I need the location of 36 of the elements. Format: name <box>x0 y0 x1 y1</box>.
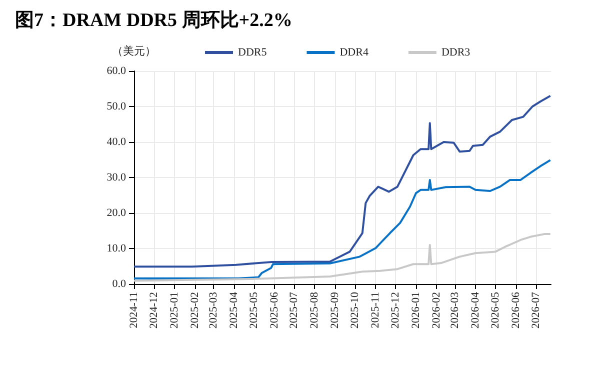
x-tick-label: 2025-04 <box>228 292 240 329</box>
x-tick-label: 2026-02 <box>430 292 442 329</box>
x-tick-label: 2026-01 <box>410 292 422 329</box>
y-axis-title: （美元） <box>112 44 156 58</box>
chart-title: 图7：DRAM DDR5 周环比+2.2% <box>15 9 292 31</box>
legend-label: DDR4 <box>340 46 369 58</box>
line-series <box>133 94 552 268</box>
x-tick-label: 2025-07 <box>288 292 300 329</box>
x-tick-label: 2025-12 <box>389 292 402 329</box>
y-tick-label: 60.0 <box>106 65 126 77</box>
x-tick-label: 2024-11 <box>128 292 140 328</box>
legend-label: DDR5 <box>238 46 268 58</box>
x-tick-label: 2026-06 <box>510 292 522 329</box>
x-tick-label: 2025-03 <box>207 292 220 329</box>
y-tick-label: 20.0 <box>106 207 126 219</box>
x-tick-label: 2025-08 <box>308 292 321 329</box>
x-tick-label: 2025-01 <box>168 292 180 329</box>
x-tick-label: 2024-12 <box>148 292 160 329</box>
x-tick-label: 2026-05 <box>489 292 502 329</box>
y-tick-label: 30.0 <box>106 172 126 184</box>
line-series <box>133 159 552 280</box>
x-tick-label: 2026-03 <box>449 292 462 329</box>
x-tick-label: 2025-10 <box>349 292 362 329</box>
y-tick-label: 10.0 <box>106 242 126 254</box>
x-tick-label: 2025-06 <box>268 292 280 329</box>
x-tick-label: 2026-04 <box>470 292 482 329</box>
x-tick-label: 2025-09 <box>329 292 342 329</box>
line-series <box>133 232 552 282</box>
x-tick-label: 2026-07 <box>530 292 542 329</box>
x-tick-label: 2025-11 <box>370 292 382 328</box>
y-tick-label: 40.0 <box>106 136 126 148</box>
x-tick-label: 2025-02 <box>188 292 201 329</box>
y-tick-label: 50.0 <box>106 100 126 112</box>
y-tick-label: 0.0 <box>112 278 126 290</box>
legend-label: DDR3 <box>441 46 471 58</box>
x-tick-label: 2025-05 <box>248 292 260 329</box>
